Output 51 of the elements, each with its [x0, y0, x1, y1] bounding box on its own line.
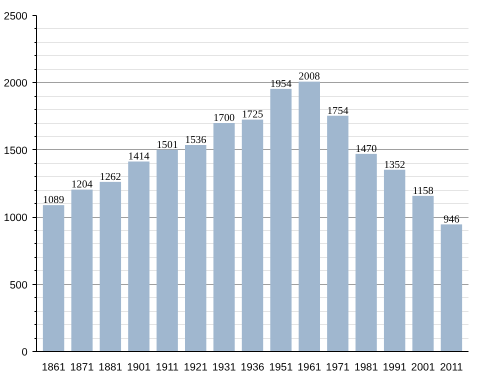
data-label: 1262 [100, 172, 122, 183]
x-tick-label: 1981 [354, 362, 378, 373]
data-label: 2008 [298, 72, 320, 83]
bar [440, 224, 462, 352]
x-tick-label: 1936 [240, 362, 264, 373]
bar [128, 161, 150, 352]
y-tick-label: 1000 [4, 212, 28, 224]
bar [327, 116, 348, 352]
x-tick-label: 1971 [326, 362, 350, 373]
x-tick-label: 2011 [440, 362, 463, 373]
y-tick-label: 2500 [4, 10, 28, 22]
bar [185, 145, 206, 352]
bar [71, 190, 93, 352]
y-tick-label: 0 [22, 346, 28, 358]
bar [270, 88, 292, 352]
data-label: 1089 [42, 195, 64, 206]
data-label: 1754 [327, 106, 350, 117]
data-label: 1700 [213, 113, 235, 124]
bar [242, 120, 264, 352]
x-tick-label: 1951 [269, 362, 293, 373]
x-tick-label: 1901 [126, 362, 151, 373]
bar [298, 82, 320, 352]
bar [100, 182, 122, 352]
bar [412, 196, 434, 352]
x-tick-label: 1861 [42, 362, 66, 373]
data-label: 1501 [156, 140, 178, 151]
bar [213, 123, 235, 352]
x-tick-label: 1991 [382, 362, 407, 373]
x-tick-label: 2001 [411, 362, 435, 373]
data-label: 1204 [71, 180, 94, 191]
data-label: 1725 [242, 110, 264, 121]
bar [42, 205, 64, 352]
x-tick-label: 1931 [212, 362, 236, 373]
data-label: 1470 [356, 144, 377, 155]
y-tick-label: 1500 [4, 144, 28, 157]
data-label: 946 [443, 214, 460, 226]
bar [356, 154, 377, 352]
data-label: 1158 [412, 186, 434, 197]
x-tick-label: 1961 [297, 362, 322, 373]
data-label: 1954 [270, 78, 292, 90]
bar [384, 170, 406, 352]
bar [156, 150, 178, 352]
data-label: 1536 [185, 135, 207, 146]
y-tick-label: 2000 [4, 78, 28, 90]
data-label: 1414 [128, 151, 150, 162]
x-tick-label: 1871 [70, 362, 94, 373]
x-tick-label: 1881 [98, 362, 122, 373]
y-tick-label: 500 [10, 279, 28, 292]
x-tick-label: 1911 [156, 362, 179, 373]
x-tick-label: 1921 [184, 362, 208, 373]
data-label: 1352 [384, 160, 406, 171]
